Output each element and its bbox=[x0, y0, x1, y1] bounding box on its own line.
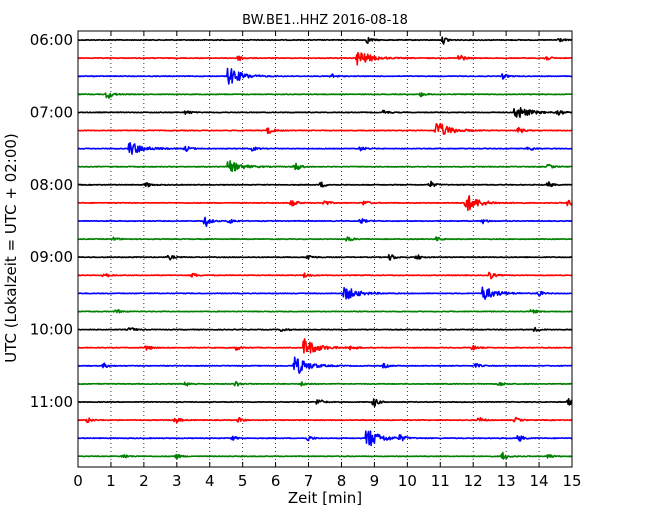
seismogram-row-0730 bbox=[77, 141, 573, 155]
seismogram-row-0745 bbox=[77, 160, 573, 173]
plot-frame bbox=[77, 30, 573, 468]
y-tick-label: 11:00 bbox=[30, 393, 73, 411]
seismogram-row-1130 bbox=[77, 430, 573, 447]
seismogram-row-0630 bbox=[77, 67, 573, 85]
seismogram-row-0845 bbox=[77, 236, 573, 242]
seismogram-row-0815 bbox=[77, 195, 573, 212]
seismogram-row-1000 bbox=[77, 326, 573, 333]
seismogram-row-0600 bbox=[77, 36, 573, 45]
y-tick-label: 07:00 bbox=[30, 103, 73, 121]
x-tick-label: 3 bbox=[172, 472, 182, 490]
seismogram-row-0915 bbox=[77, 271, 573, 280]
seismogram-row-1030 bbox=[77, 356, 573, 374]
seismogram-row-1115 bbox=[77, 416, 573, 424]
y-tick-label: 09:00 bbox=[30, 248, 73, 266]
seismogram-row-1145 bbox=[77, 451, 573, 460]
seismogram-row-0930 bbox=[77, 286, 573, 300]
y-tick-label: 08:00 bbox=[30, 176, 73, 194]
x-tick-label: 9 bbox=[370, 472, 380, 490]
x-tick-label: 8 bbox=[337, 472, 347, 490]
y-tick-label: 06:00 bbox=[30, 31, 73, 49]
x-tick-label: 13 bbox=[497, 472, 516, 490]
seismogram-row-1045 bbox=[77, 380, 573, 387]
seismogram-row-0700 bbox=[77, 107, 573, 119]
y-axis-ticks: 06:00 07:00 08:00 09:00 10:00 11:00 bbox=[30, 31, 572, 411]
chart-title: BW.BE1..HHZ 2016-08-18 bbox=[242, 13, 408, 28]
x-tick-label: 10 bbox=[398, 472, 417, 490]
x-axis-ticks: 0 1 2 3 4 5 6 7 8 9 10 11 12 13 14 15 bbox=[73, 31, 582, 490]
seismogram-row-0800 bbox=[77, 180, 573, 188]
x-tick-label: 11 bbox=[431, 472, 450, 490]
seismogram-row-0645 bbox=[77, 92, 573, 99]
x-tick-label: 5 bbox=[238, 472, 248, 490]
x-tick-label: 1 bbox=[106, 472, 116, 490]
seismogram-row-0945 bbox=[77, 308, 573, 314]
seismogram-row-0715 bbox=[77, 122, 573, 135]
seismogram-row-1015 bbox=[77, 338, 573, 354]
x-tick-label: 7 bbox=[304, 472, 314, 490]
x-tick-label: 4 bbox=[205, 472, 215, 490]
x-tick-label: 6 bbox=[271, 472, 281, 490]
seismogram-row-0900 bbox=[77, 254, 573, 261]
x-axis-label: Zeit [min] bbox=[288, 489, 362, 507]
vertical-grid bbox=[110, 31, 540, 467]
x-tick-label: 2 bbox=[139, 472, 149, 490]
x-tick-label: 0 bbox=[73, 472, 83, 490]
seismogram-row-0615 bbox=[77, 51, 573, 66]
seismogram-row-0830 bbox=[77, 216, 573, 228]
seismogram-traces bbox=[77, 36, 573, 460]
x-tick-label: 14 bbox=[530, 472, 549, 490]
y-tick-label: 10:00 bbox=[30, 321, 73, 339]
x-tick-label: 15 bbox=[562, 472, 581, 490]
seismogram-row-1100 bbox=[77, 397, 573, 408]
x-tick-label: 12 bbox=[464, 472, 483, 490]
y-axis-label: UTC (Lokalzeit = UTC + 02:00) bbox=[2, 133, 20, 363]
